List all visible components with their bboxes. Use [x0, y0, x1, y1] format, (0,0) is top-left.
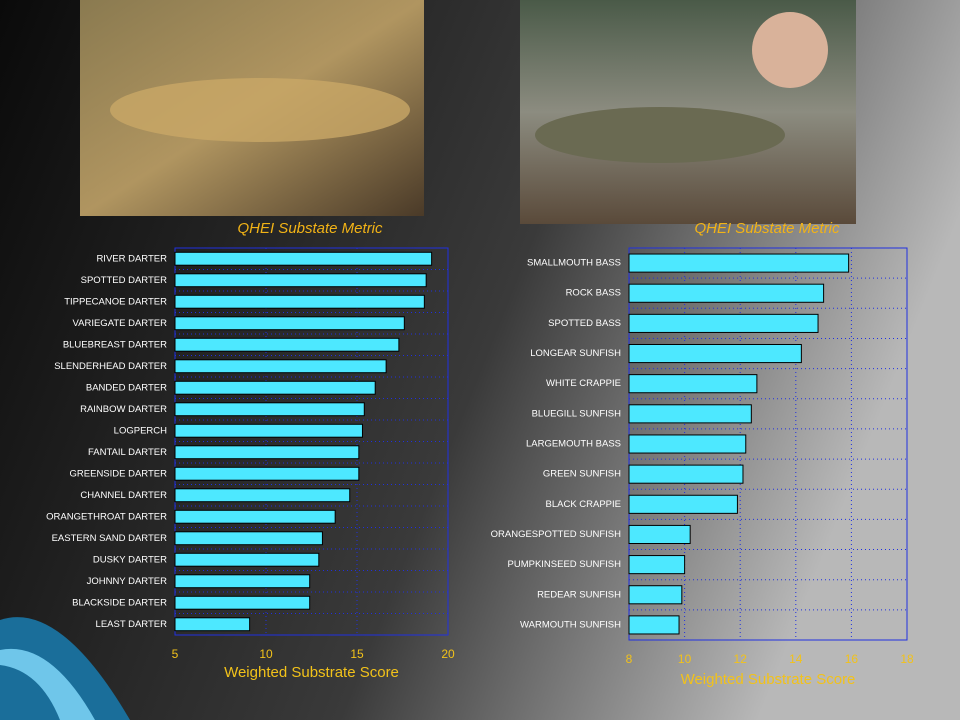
bar [174, 552, 320, 567]
bar [174, 488, 351, 503]
bar [174, 423, 363, 438]
category-label: BLACK CRAPPIE [546, 499, 622, 510]
category-label: SPOTTED DARTER [81, 275, 168, 286]
category-label: BANDED DARTER [86, 382, 167, 393]
bar [174, 294, 425, 309]
category-label: EASTERN SAND DARTER [52, 533, 168, 544]
bar [174, 509, 336, 524]
bar [174, 595, 311, 610]
bar [628, 434, 747, 454]
x-tick-label: 5 [172, 647, 179, 661]
category-label: SPOTTED BASS [548, 318, 621, 329]
bar [628, 374, 758, 394]
bar [174, 380, 376, 395]
x-tick-label: 15 [350, 647, 364, 661]
photo-fish [535, 107, 785, 163]
bar [628, 555, 686, 575]
bar [628, 524, 691, 545]
x-tick-label: 8 [626, 652, 633, 666]
bar [628, 283, 825, 303]
bar [174, 617, 251, 632]
photo-person [752, 12, 828, 88]
category-label: LEAST DARTER [96, 619, 168, 630]
category-label: SLENDERHEAD DARTER [54, 361, 167, 372]
bar [628, 343, 802, 364]
x-tick-label: 10 [259, 647, 273, 661]
category-label: ORANGESPOTTED SUNFISH [491, 529, 622, 540]
bar [174, 251, 433, 266]
category-label: BLACKSIDE DARTER [72, 597, 167, 608]
x-tick-label: 18 [900, 652, 914, 666]
bar [628, 464, 744, 484]
x-tick-label: 14 [789, 652, 803, 666]
bar [174, 531, 323, 546]
decor-swoosh [0, 648, 95, 720]
category-label: ORANGETHROAT DARTER [46, 511, 167, 522]
x-tick-label: 12 [734, 652, 748, 666]
bar [628, 585, 683, 605]
bar [628, 313, 819, 333]
x-tick-label: 16 [845, 652, 859, 666]
category-label: TIPPECANOE DARTER [64, 296, 167, 307]
category-label: DUSKY DARTER [93, 554, 167, 565]
x-axis-label: Weighted Substrate Score [224, 664, 399, 681]
category-label: FANTAIL DARTER [88, 447, 167, 458]
bar [174, 402, 365, 417]
bar [628, 253, 850, 273]
category-label: BLUEBREAST DARTER [63, 339, 167, 350]
bar [628, 615, 680, 635]
bar [174, 445, 360, 460]
bar [174, 273, 427, 288]
category-label: CHANNEL DARTER [80, 490, 167, 501]
decor-swoosh [0, 617, 130, 720]
category-label: PUMPKINSEED SUNFISH [508, 559, 622, 570]
category-label: VARIEGATE DARTER [73, 318, 168, 329]
chart-title: QHEI Substate Metric [694, 220, 840, 237]
bar [174, 359, 387, 374]
category-label: LONGEAR SUNFISH [530, 348, 621, 359]
chart-title: QHEI Substate Metric [237, 220, 383, 237]
category-label: BLUEGILL SUNFISH [532, 408, 622, 419]
category-label: WARMOUTH SUNFISH [520, 619, 621, 630]
bar [628, 404, 752, 424]
category-label: GREENSIDE DARTER [70, 468, 168, 479]
category-label: REDEAR SUNFISH [537, 589, 621, 600]
x-tick-label: 10 [678, 652, 692, 666]
x-axis-label: Weighted Substrate Score [681, 671, 856, 688]
category-label: JOHNNY DARTER [87, 576, 168, 587]
category-label: LOGPERCH [114, 425, 167, 436]
bar [174, 574, 311, 589]
bar [628, 494, 738, 514]
category-label: RIVER DARTER [96, 253, 167, 264]
photo-fish [110, 78, 410, 142]
category-label: RAINBOW DARTER [80, 404, 167, 415]
x-tick-label: 20 [441, 647, 455, 661]
category-label: SMALLMOUTH BASS [527, 258, 621, 269]
bar [174, 337, 400, 352]
category-label: WHITE CRAPPIE [546, 378, 621, 389]
category-label: LARGEMOUTH BASS [526, 439, 621, 450]
category-label: ROCK BASS [566, 288, 621, 299]
bar [174, 316, 405, 331]
category-label: GREEN SUNFISH [543, 469, 621, 480]
bar [174, 466, 360, 481]
